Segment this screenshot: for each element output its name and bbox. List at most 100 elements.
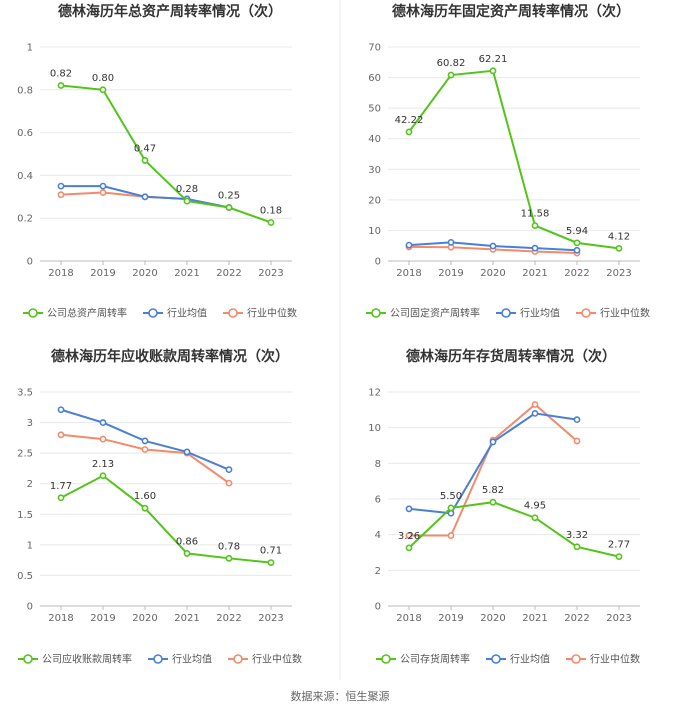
legend-label: 行业中位数 [252,653,302,666]
x-tick-label: 2021 [174,613,199,624]
data-point-median [141,446,149,453]
x-tick-label: 2020 [480,268,505,279]
y-tick-label: 2 [27,479,33,490]
data-point-company [183,197,191,205]
legend-swatch-marker [491,654,501,664]
data-label: 0.18 [260,205,282,216]
y-tick-label: 2.5 [17,449,33,460]
data-label: 62.21 [479,54,508,65]
x-tick-label: 2023 [606,613,631,624]
y-tick-label: 1 [27,540,33,551]
data-point-median [57,431,65,439]
data-point-median [99,189,107,196]
data-point-company [573,543,581,551]
data-point-company [615,245,623,252]
data-point-company [615,553,623,561]
y-tick-label: 30 [368,165,381,176]
y-tick-label: 2 [375,566,381,577]
legend-label: 行业均值 [510,653,550,666]
x-tick-label: 2021 [522,613,547,624]
legend-label: 公司总资产周转率 [47,307,127,320]
legend-label: 公司应收账款周转率 [42,653,132,666]
series-line-company [408,69,620,250]
legend-item-company[interactable]: 公司存货周转率 [376,653,470,666]
legend-label: 行业均值 [520,307,560,320]
data-label: 2.13 [92,459,114,470]
legend-label: 公司存货周转率 [400,653,470,666]
data-point-avg [531,244,539,252]
legend-swatch-marker [381,654,391,664]
data-label: 3.26 [398,531,420,542]
series-median [405,401,581,539]
data-point-avg [489,438,497,446]
data-point-company [141,157,149,164]
data-point-median [447,532,455,539]
data-point-company [405,544,413,552]
legend-swatch-marker [28,308,38,318]
data-point-avg [141,437,149,445]
data-point-avg [405,505,413,513]
data-point-avg [99,419,107,426]
series-line-company [408,501,620,558]
data-point-avg [531,409,539,417]
legend-swatch-marker [148,308,158,318]
legend-item-median[interactable]: 行业中位数 [576,307,650,320]
legend-item-median[interactable]: 行业中位数 [223,307,297,320]
legend-item-company[interactable]: 公司固定资产周转率 [366,307,480,320]
data-point-avg [57,182,65,190]
legend-item-avg[interactable]: 行业均值 [143,307,207,320]
y-tick-label: 40 [368,134,381,145]
series-median [57,431,233,487]
y-tick-label: 0 [27,257,33,268]
series-company: 42.22 60.82 62.21 11.58 5.94 4.12 [395,54,630,252]
data-point-company [183,550,191,557]
series-line-company [60,84,272,224]
legend-item-median[interactable]: 行业中位数 [228,653,302,666]
data-point-company [57,82,65,89]
y-tick-label: 6 [375,495,381,506]
y-tick-label: 50 [368,104,381,115]
data-point-company [225,554,233,562]
legend-swatch-marker [153,654,163,664]
data-point-company [405,128,413,136]
data-label: 1.77 [50,481,72,492]
legend: 公司固定资产周转率 行业均值 行业中位数 [366,307,650,320]
y-tick-label: 0 [27,602,33,613]
data-label: 0.28 [176,184,198,195]
data-label: 4.12 [608,231,630,242]
legend-item-avg[interactable]: 行业均值 [496,307,560,320]
x-tick-label: 2018 [48,613,73,624]
data-point-company [267,559,275,566]
chart-panel-3: 德林海历年应收账款周转率情况（次） 0 0.5 1 1.5 2 2.5 3 3.5 2018 201… [17,348,302,666]
chart-title: 德林海历年固定资产周转率情况（次） [392,3,630,20]
data-label: 60.82 [437,58,466,69]
data-point-avg [573,416,581,424]
data-point-avg [141,193,149,201]
series-company: 3.26 5.50 5.82 4.95 3.32 2.77 [398,485,630,561]
series-avg [405,238,581,254]
y-tick-label: 10 [368,226,381,237]
data-label: 2.77 [608,540,630,551]
legend-item-avg[interactable]: 行业均值 [148,653,212,666]
legend-item-median[interactable]: 行业中位数 [566,653,640,666]
y-tick-label: 0.2 [17,214,33,225]
data-label: 0.82 [50,69,72,80]
legend-swatch-marker [581,308,591,318]
y-tick-label: 0 [375,257,381,268]
legend-item-company[interactable]: 公司总资产周转率 [23,307,127,320]
data-point-company [141,504,149,512]
data-point-company [225,204,233,211]
legend-label: 行业均值 [167,307,207,320]
data-point-company [267,219,275,226]
legend: 公司总资产周转率 行业均值 行业中位数 [23,307,297,320]
data-label: 0.86 [176,536,198,547]
data-point-avg [489,242,497,250]
legend-item-avg[interactable]: 行业均值 [486,653,550,666]
y-tick-label: 0.4 [17,171,33,182]
data-point-company [99,472,107,480]
x-tick-label: 2020 [132,613,157,624]
data-point-median [225,479,233,487]
legend-item-company[interactable]: 公司应收账款周转率 [18,653,132,666]
data-point-avg [57,406,65,414]
legend-label: 行业中位数 [247,307,297,320]
